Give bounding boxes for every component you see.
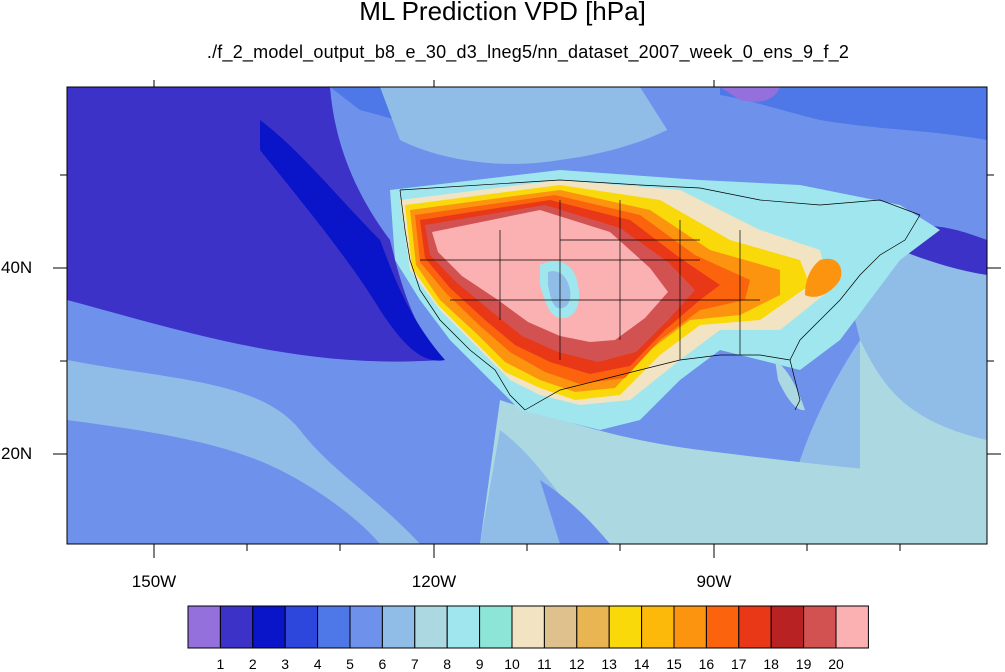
state-lines-ns [499, 200, 741, 360]
colorbar-label-7: 7 [410, 656, 419, 672]
colorbar-label-18: 18 [763, 656, 779, 672]
colorbar-label-2: 2 [248, 656, 257, 672]
arctic-patch [720, 87, 780, 102]
lon-label-90w: 90W [696, 572, 732, 591]
lat-label-40n: 40N [1, 258, 33, 277]
colorbar-swatch-7 [414, 605, 448, 649]
colorbar-swatch-1 [219, 605, 254, 649]
colorbar-swatch-13 [608, 605, 643, 649]
colorbar-label-5: 5 [346, 656, 354, 672]
map-title: ML Prediction VPD [hPa] [359, 0, 646, 26]
colorbar-label-16: 16 [698, 656, 715, 672]
axis-ticks [53, 80, 1001, 558]
colorbar-swatch-20 [835, 605, 869, 649]
colorbar-label-20: 20 [828, 656, 844, 672]
east-coast-streak [805, 258, 842, 297]
florida [775, 360, 805, 411]
colorbar-swatch-6 [381, 605, 416, 649]
colorbar-label-17: 17 [731, 656, 747, 672]
us-canada-border [399, 179, 921, 216]
pacific-deepest-band [260, 120, 445, 361]
colorbar-label-8: 8 [443, 656, 452, 672]
colorbar-label-13: 13 [601, 656, 617, 672]
colorbar [187, 605, 869, 649]
colorbar-label-14: 14 [633, 656, 650, 672]
colorbar-label-10: 10 [504, 656, 520, 672]
colorbar-swatch-9 [479, 605, 513, 649]
colorbar-swatch-12 [576, 605, 610, 649]
pacific-dark-region [67, 87, 440, 362]
colorbar-swatch-16 [705, 605, 740, 649]
colorbar-swatch-11 [543, 605, 578, 649]
colorbar-swatch-17 [738, 605, 772, 649]
lon-label-150w: 150W [131, 572, 177, 591]
colorbar-swatch-18 [770, 605, 805, 649]
colorbar-label-9: 9 [475, 656, 484, 672]
north-pale-band [380, 87, 720, 164]
mexico-pacific-band [540, 480, 610, 544]
colorbar-swatch-3 [284, 605, 319, 649]
lon-label-120w: 120W [411, 572, 457, 591]
colorbar-swatch-4 [317, 605, 351, 649]
colorbar-label-15: 15 [666, 656, 682, 672]
map-subtitle: ./f_2_model_output_b8_e_30_d3_lneg5/nn_d… [206, 42, 850, 62]
lat-label-20n: 20N [1, 444, 33, 463]
boundaries [399, 179, 921, 411]
colorbar-swatch-2 [252, 605, 286, 649]
colorbar-label-1: 1 [216, 656, 225, 672]
pacific-southwest [67, 420, 380, 544]
colorbar-label-19: 19 [795, 656, 812, 672]
east-coastline [789, 214, 921, 411]
colorbar-swatch-5 [349, 605, 383, 649]
colorbar-label-11: 11 [537, 656, 552, 672]
hudson-region [720, 87, 987, 140]
colorbar-swatch-14 [641, 605, 675, 649]
colorbar-label-12: 12 [569, 656, 585, 672]
gulf-coastline [524, 354, 791, 411]
caribbean [480, 400, 987, 544]
colorbar-swatch-19 [803, 605, 837, 649]
colorbar-swatch-10 [511, 605, 545, 649]
colorbar-swatch-0 [187, 605, 221, 649]
colorbar-label-6: 6 [378, 656, 387, 672]
colorbar-swatch-15 [673, 605, 707, 649]
colorbar-swatch-8 [446, 605, 481, 649]
colorbar-label-4: 4 [313, 656, 322, 672]
rockies-pocket-core [548, 271, 571, 309]
colorbar-label-3: 3 [281, 656, 290, 672]
map-field [67, 87, 987, 544]
state-lines-ew [420, 239, 760, 301]
west-coastline [399, 189, 526, 411]
